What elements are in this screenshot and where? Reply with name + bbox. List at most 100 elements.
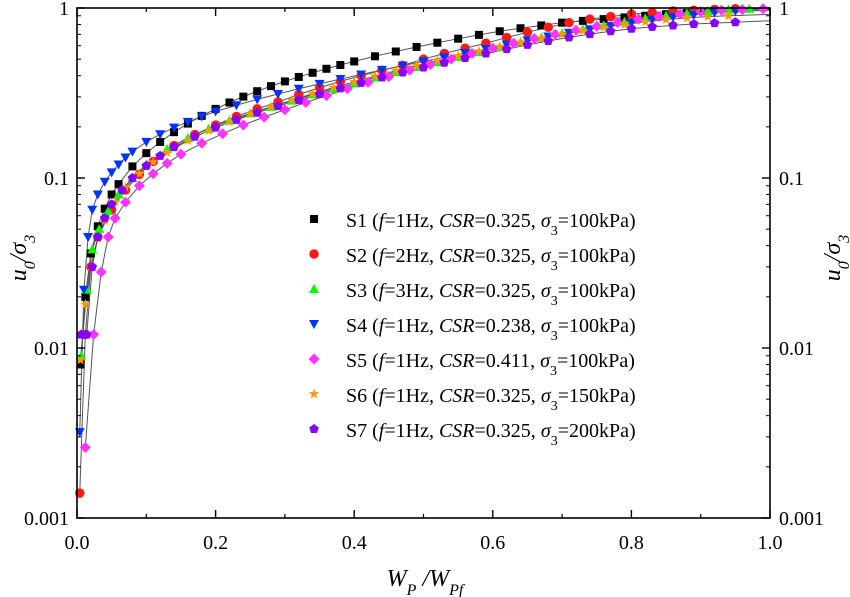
data-point-s7 bbox=[190, 131, 200, 141]
data-point-s6 bbox=[390, 65, 402, 76]
data-point-s5 bbox=[217, 128, 229, 140]
legend-marker-s7 bbox=[309, 424, 319, 434]
data-point-s1 bbox=[412, 42, 421, 51]
y-axis-title-right: u0/σ3 bbox=[820, 235, 850, 282]
data-point-s4 bbox=[293, 84, 304, 94]
data-point-s1 bbox=[267, 82, 276, 91]
data-point-s5 bbox=[95, 266, 107, 278]
data-point-s7 bbox=[397, 67, 408, 77]
data-point-s5 bbox=[175, 148, 187, 160]
data-point-s6 bbox=[598, 21, 609, 32]
data-point-s6 bbox=[348, 76, 360, 87]
data-point-s4 bbox=[647, 15, 658, 25]
legend-marker-s5 bbox=[308, 353, 320, 365]
data-point-s6 bbox=[75, 354, 86, 365]
data-point-s6 bbox=[328, 82, 339, 93]
data-point-s1 bbox=[495, 27, 504, 36]
x-tick-label: 0.2 bbox=[203, 532, 228, 554]
data-point-s1 bbox=[578, 16, 587, 25]
data-point-s5 bbox=[196, 137, 208, 149]
data-point-s5 bbox=[632, 13, 644, 25]
data-point-s6 bbox=[473, 45, 485, 56]
data-point-s2 bbox=[605, 11, 616, 22]
data-point-s7 bbox=[730, 17, 741, 27]
y-tick-label-right: 1 bbox=[779, 0, 789, 20]
data-point-s7 bbox=[87, 261, 97, 271]
data-point-s7 bbox=[585, 29, 595, 39]
legend: S1 (f=1Hz, CSR=0.325, σ3=100kPa) S2 (f=2H… bbox=[308, 210, 636, 449]
data-point-s1 bbox=[433, 38, 442, 47]
data-point-s1 bbox=[100, 204, 109, 213]
data-point-s5 bbox=[549, 28, 561, 40]
legend-label-s1: S1 (f=1Hz, CSR=0.325, σ3=100kPa) bbox=[346, 210, 636, 239]
legend-item-s5: S5 (f=1Hz, CSR=0.411, σ3=100kPa) bbox=[308, 350, 635, 379]
data-point-s7 bbox=[93, 231, 103, 241]
legend-marker-s2 bbox=[309, 249, 319, 259]
data-point-s1 bbox=[370, 52, 379, 61]
data-point-s4 bbox=[83, 232, 94, 242]
legend-item-s1: S1 (f=1Hz, CSR=0.325, σ3=100kPa) bbox=[310, 210, 636, 239]
data-point-s6 bbox=[577, 25, 589, 36]
y-tick-label-right: 0.01 bbox=[779, 338, 814, 360]
data-point-s1 bbox=[537, 21, 546, 30]
data-point-s4 bbox=[182, 117, 193, 127]
data-point-s5 bbox=[653, 11, 665, 23]
data-point-s4 bbox=[252, 95, 263, 105]
data-point-s3 bbox=[87, 244, 98, 254]
legend-marker-s4 bbox=[309, 320, 319, 329]
data-point-s7 bbox=[543, 35, 553, 45]
data-point-s5 bbox=[147, 168, 159, 180]
data-point-s6 bbox=[203, 125, 214, 136]
y-tick-label-left: 0.1 bbox=[44, 168, 69, 190]
data-point-s6 bbox=[640, 16, 651, 27]
data-point-s5 bbox=[109, 212, 121, 224]
data-point-s7 bbox=[481, 48, 491, 58]
data-point-s6 bbox=[80, 299, 91, 310]
data-point-s3 bbox=[113, 189, 124, 199]
data-point-s1 bbox=[128, 162, 137, 171]
legend-item-s2: S2 (f=2Hz, CSR=0.325, σ3=100kPa) bbox=[309, 245, 636, 274]
data-point-s6 bbox=[245, 108, 256, 119]
data-point-s7 bbox=[81, 329, 92, 339]
data-point-s6 bbox=[134, 168, 145, 179]
data-point-s1 bbox=[239, 92, 248, 101]
x-tick-label: 0.8 bbox=[619, 532, 644, 554]
data-point-s5 bbox=[383, 71, 395, 83]
legend-marker-s6 bbox=[308, 388, 320, 399]
data-point-s1 bbox=[225, 98, 234, 107]
data-point-s7 bbox=[689, 19, 699, 29]
data-point-s2 bbox=[564, 17, 574, 28]
data-point-s5 bbox=[736, 3, 748, 15]
data-point-s3 bbox=[94, 224, 105, 234]
x-tick-label: 0.6 bbox=[480, 532, 505, 554]
data-point-s6 bbox=[148, 156, 159, 167]
data-point-s5 bbox=[133, 180, 145, 192]
y-tick-label-left: 1 bbox=[59, 0, 69, 20]
data-point-s7 bbox=[314, 88, 325, 99]
legend-item-s7: S7 (f=1Hz, CSR=0.325, σ3=200kPa) bbox=[309, 420, 636, 449]
data-point-s4 bbox=[356, 70, 367, 80]
data-point-s1 bbox=[81, 292, 90, 301]
data-point-s7 bbox=[460, 53, 470, 63]
data-point-s7 bbox=[210, 122, 221, 132]
data-point-s6 bbox=[120, 181, 131, 192]
data-point-s1 bbox=[114, 180, 123, 189]
data-point-s4 bbox=[106, 168, 117, 178]
data-point-s4 bbox=[169, 123, 180, 133]
data-point-s1 bbox=[558, 18, 567, 27]
data-point-s1 bbox=[308, 68, 317, 77]
data-point-s6 bbox=[265, 101, 277, 112]
data-point-s1 bbox=[253, 87, 262, 96]
data-point-s7 bbox=[356, 77, 366, 87]
legend-item-s3: S3 (f=3Hz, CSR=0.325, σ3=100kPa) bbox=[309, 280, 636, 309]
data-point-s5 bbox=[404, 64, 416, 76]
data-point-s6 bbox=[536, 32, 547, 43]
data-point-s6 bbox=[432, 55, 443, 66]
data-point-s6 bbox=[307, 88, 318, 99]
data-point-s7 bbox=[522, 39, 533, 49]
data-point-s1 bbox=[294, 72, 303, 81]
data-point-s1 bbox=[599, 15, 608, 24]
x-tick-label: 0.4 bbox=[342, 532, 367, 554]
data-point-s5 bbox=[508, 37, 520, 49]
